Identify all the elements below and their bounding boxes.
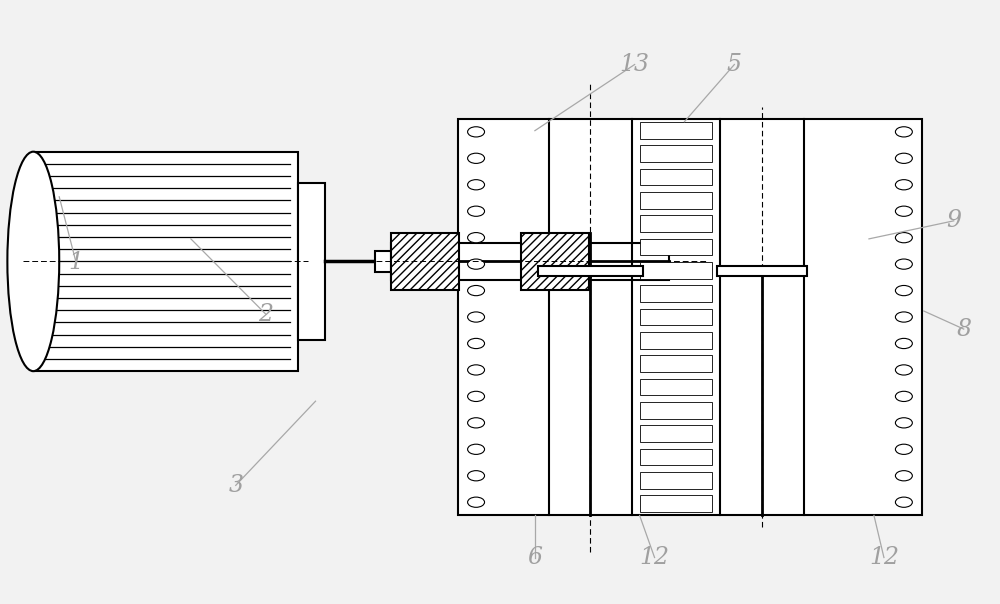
Circle shape: [468, 497, 485, 507]
Text: 3: 3: [228, 474, 243, 497]
Bar: [640, 402, 712, 419]
Circle shape: [895, 444, 912, 454]
Bar: [391, 243, 669, 280]
Circle shape: [468, 286, 485, 296]
Bar: [640, 309, 712, 326]
Bar: [640, 495, 712, 512]
Bar: [391, 233, 459, 290]
Circle shape: [895, 497, 912, 507]
Bar: [640, 169, 712, 185]
Circle shape: [895, 153, 912, 164]
Bar: [640, 192, 712, 209]
Circle shape: [895, 312, 912, 322]
Bar: [717, 266, 807, 277]
Circle shape: [895, 127, 912, 137]
Circle shape: [468, 206, 485, 216]
Text: 13: 13: [620, 53, 650, 76]
Bar: [640, 145, 712, 162]
Text: 9: 9: [946, 210, 961, 233]
Text: 1: 1: [69, 251, 84, 274]
Circle shape: [468, 391, 485, 402]
Bar: [640, 285, 712, 302]
Circle shape: [468, 153, 485, 164]
Bar: [298, 183, 325, 339]
Circle shape: [895, 179, 912, 190]
Bar: [640, 449, 712, 466]
Bar: [640, 262, 712, 279]
Circle shape: [468, 179, 485, 190]
Circle shape: [895, 259, 912, 269]
Circle shape: [468, 312, 485, 322]
Text: 8: 8: [956, 318, 971, 341]
Circle shape: [895, 471, 912, 481]
Text: 12: 12: [869, 546, 899, 569]
Circle shape: [895, 391, 912, 402]
Bar: [375, 251, 391, 272]
Text: 6: 6: [527, 546, 542, 569]
Text: 5: 5: [727, 53, 742, 76]
Circle shape: [895, 338, 912, 349]
Circle shape: [895, 233, 912, 243]
Bar: [33, 152, 298, 371]
Circle shape: [468, 127, 485, 137]
Bar: [640, 355, 712, 372]
Bar: [640, 215, 712, 232]
Bar: [640, 425, 712, 442]
Circle shape: [895, 206, 912, 216]
Bar: [640, 239, 712, 255]
Circle shape: [468, 259, 485, 269]
Circle shape: [468, 471, 485, 481]
Circle shape: [895, 286, 912, 296]
Bar: [640, 379, 712, 396]
Bar: [640, 472, 712, 489]
Circle shape: [895, 418, 912, 428]
Circle shape: [468, 233, 485, 243]
Bar: [521, 233, 589, 290]
Bar: [538, 266, 643, 277]
Bar: [640, 122, 712, 139]
Circle shape: [895, 365, 912, 375]
Ellipse shape: [7, 152, 59, 371]
Circle shape: [468, 338, 485, 349]
Circle shape: [468, 418, 485, 428]
Bar: [640, 332, 712, 349]
Circle shape: [468, 365, 485, 375]
Text: 12: 12: [640, 546, 670, 569]
Bar: [458, 118, 922, 515]
Text: 2: 2: [258, 303, 273, 326]
Circle shape: [468, 444, 485, 454]
